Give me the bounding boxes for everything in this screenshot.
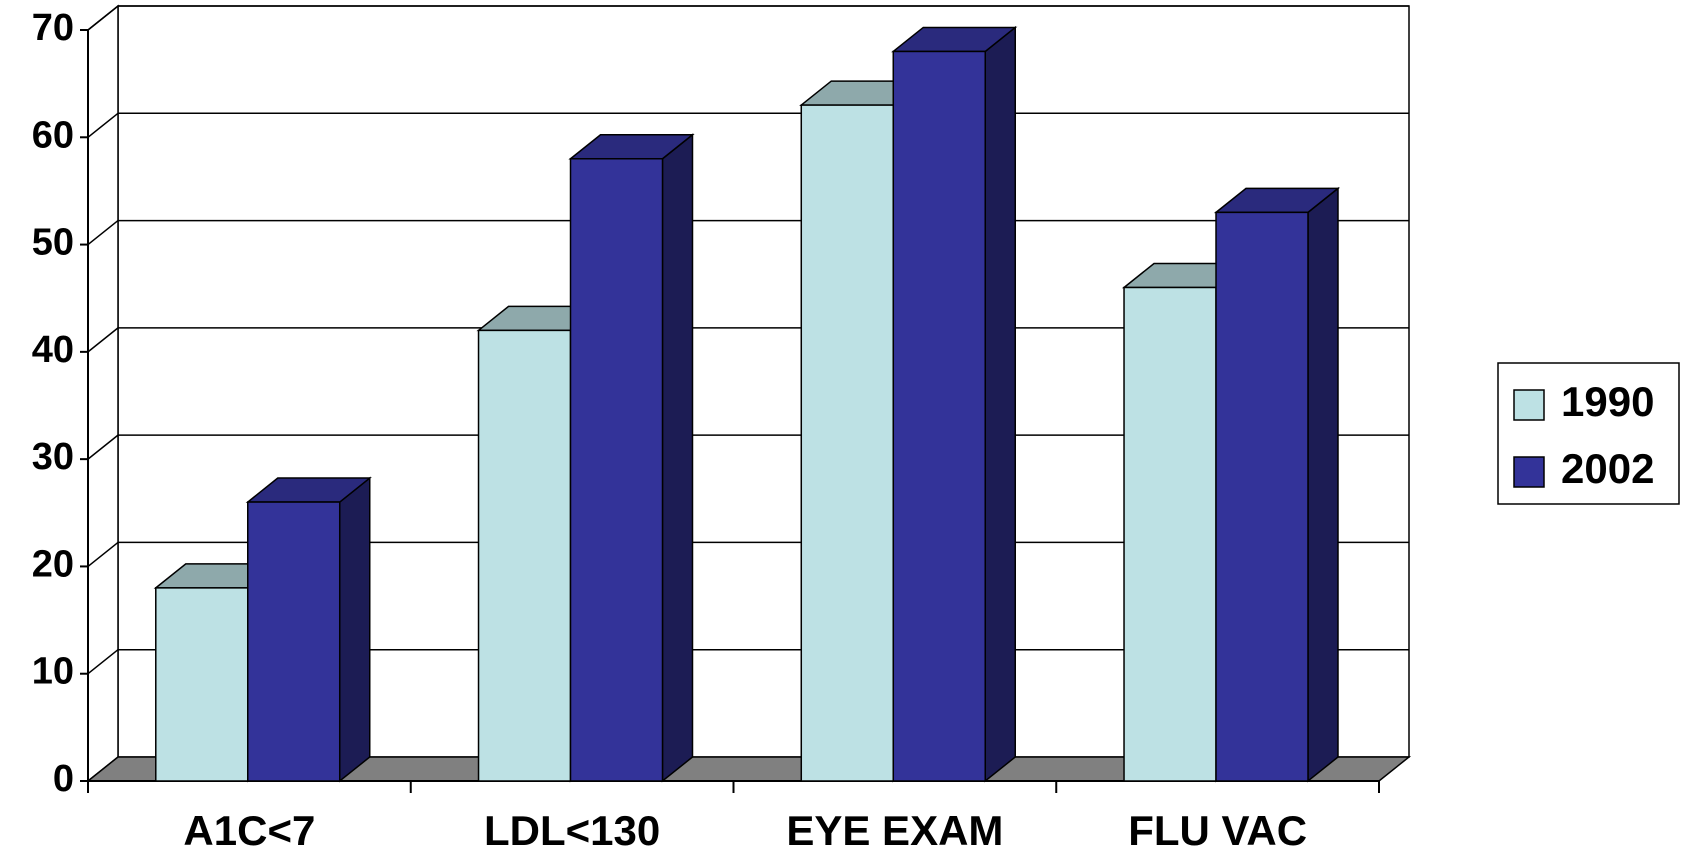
side-wall (87, 4, 119, 783)
y-tick-label: 10 (32, 651, 74, 693)
x-tick-label: EYE EXAM (786, 807, 1003, 854)
bar-front (477, 329, 572, 782)
y-tick-label: 40 (32, 329, 74, 371)
bar (245, 476, 372, 783)
bar-front (1123, 286, 1217, 782)
grid-line-side (87, 5, 119, 31)
bar-front (800, 104, 895, 782)
bar (568, 133, 695, 783)
grid-line-side (87, 219, 119, 246)
y-tick-label: 20 (32, 543, 74, 585)
y-tick-label: 0 (53, 758, 74, 800)
y-tick-label: 60 (32, 114, 74, 156)
bar-side (338, 476, 371, 783)
x-tick-label: LDL<130 (484, 807, 660, 854)
bar-front (569, 157, 664, 782)
x-tick-label: FLU VAC (1128, 807, 1307, 854)
legend-label: 1990 (1561, 378, 1654, 425)
grid-line-side (87, 434, 119, 460)
y-tick-label: 30 (32, 436, 74, 478)
legend-label: 2002 (1561, 445, 1654, 492)
bar-side (1307, 186, 1339, 783)
grid-line-side (87, 112, 119, 138)
grid-line-side (87, 649, 119, 675)
grid-line-side (87, 327, 119, 353)
y-tick-label: 50 (32, 222, 74, 264)
bar (891, 25, 1018, 783)
bar-front (892, 50, 986, 782)
y-tick-label: 70 (32, 7, 74, 49)
bar (1213, 186, 1341, 783)
bar-front (1215, 211, 1309, 782)
grid-line-side (87, 541, 119, 568)
bar-side (984, 25, 1016, 783)
legend-swatch (1513, 389, 1545, 421)
legend-swatch (1513, 456, 1545, 488)
bar-front (155, 587, 249, 782)
x-tick-label: A1C<7 (183, 807, 315, 854)
bar-front (247, 501, 341, 782)
bar-side (661, 133, 694, 783)
